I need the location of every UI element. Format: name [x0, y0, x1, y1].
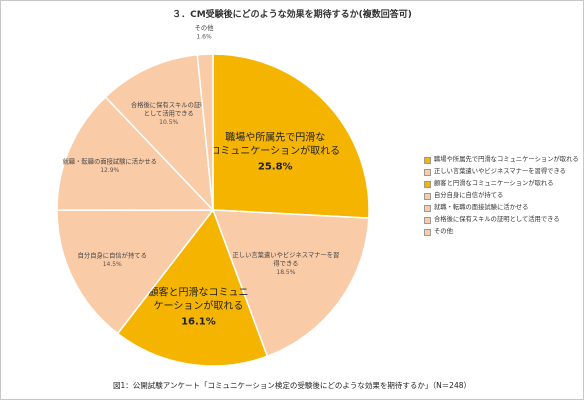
slice-value-5: 12.9%: [100, 167, 119, 174]
slice-label-2: 正しい言葉遣いやビジネスマナーを習得できる: [232, 250, 339, 268]
pie-slice-1: [212, 53, 370, 219]
pie-slice-2: [211, 209, 370, 358]
legend-label-4: 自分自身に自信が持てる: [434, 192, 504, 199]
slice-value-7: 1.6%: [196, 34, 212, 41]
slice-label-6: 合格後に保有スキルの証明として活用できる: [131, 100, 207, 118]
pie-slice-6: [104, 53, 214, 213]
legend-item-3: 顧客と円滑なコミュニケーションが取れる: [424, 178, 579, 190]
legend-swatch-7: [424, 228, 431, 236]
slice-label-5: 就職・転職の面接試験に活かせる: [63, 157, 157, 166]
chart-legend: 職場や所属先で円滑なコミュニケーションが取れる 正しい言葉遣いやビジネスマナーを習…: [424, 154, 579, 238]
pie-slice-5: [56, 95, 215, 211]
legend-swatch-3: [424, 180, 431, 188]
legend-label-1: 職場や所属先で円滑なコミュニケーションが取れる: [434, 156, 579, 163]
legend-item-7: その他: [424, 226, 579, 238]
legend-item-1: 職場や所属先で円滑なコミュニケーションが取れる: [424, 154, 579, 166]
slice-value-6: 10.5%: [159, 119, 178, 126]
legend-item-5: 就職・転職の面接試験に活かせる: [424, 202, 579, 214]
slice-value-2: 18.5%: [276, 269, 295, 276]
legend-label-6: 合格後に保有スキルの証明として活用できる: [434, 216, 560, 223]
legend-item-4: 自分自身に自信が持てる: [424, 190, 579, 202]
slice-value-1: 25.8%: [258, 162, 293, 173]
legend-item-6: 合格後に保有スキルの証明として活用できる: [424, 214, 579, 226]
pie-slice-7: [196, 53, 214, 211]
chart-title: ３．CM受験後にどのような効果を期待するか(複数回答可): [172, 10, 412, 20]
legend-swatch-2: [424, 168, 431, 176]
pie-slice-3: [116, 208, 269, 367]
slice-value-4: 14.5%: [103, 261, 122, 268]
figure-caption: 図1：公開試験アンケート「コミュニケーション検定の受験後にどのような効果を期待す…: [113, 381, 471, 390]
legend-label-5: 就職・転職の面接試験に活かせる: [434, 204, 529, 211]
legend-item-2: 正しい言葉遣いやビジネスマナーを習得できる: [424, 166, 579, 178]
slice-label-3: 顧客と円滑なコミュニケーションが取れる: [148, 285, 248, 312]
slice-label-7: その他: [195, 23, 215, 32]
pie-slice-4: [56, 209, 215, 335]
legend-swatch-4: [424, 192, 431, 200]
legend-swatch-6: [424, 216, 431, 224]
legend-label-2: 正しい言葉遣いやビジネスマナーを習得できる: [434, 168, 566, 175]
legend-label-3: 顧客と円滑なコミュニケーションが取れる: [434, 180, 554, 187]
slice-value-3: 16.1%: [181, 316, 216, 327]
legend-label-7: その他: [434, 228, 453, 235]
legend-swatch-5: [424, 204, 431, 212]
slice-label-4: 自分自身に自信が持てる: [78, 250, 147, 259]
legend-swatch-1: [424, 156, 431, 164]
slice-label-1: 職場や所属先で円滑なコミュニケーションが取れる: [210, 131, 340, 158]
